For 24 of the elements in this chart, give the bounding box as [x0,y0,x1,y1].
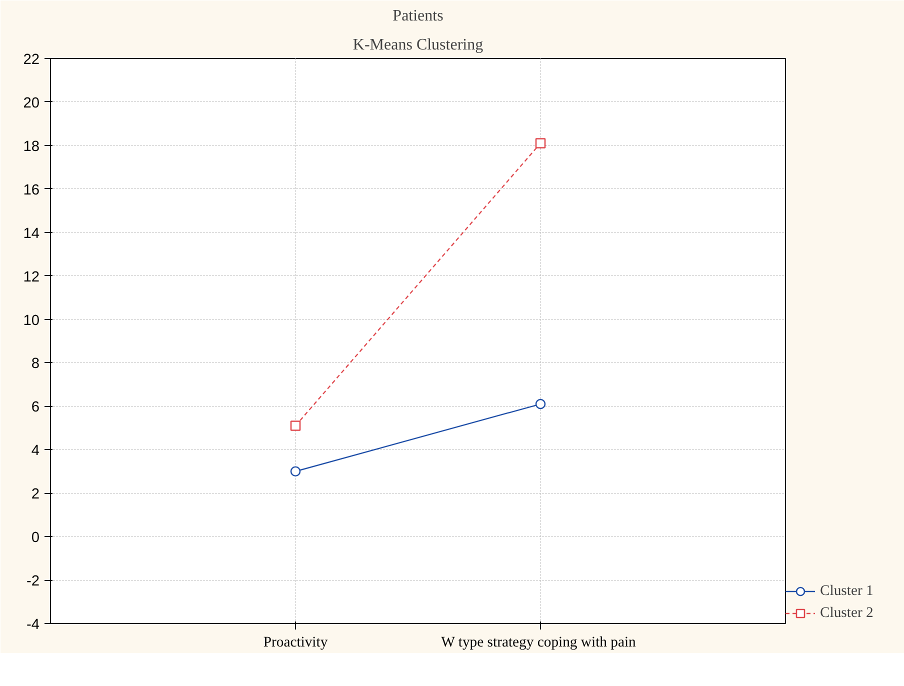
chart-subtitle: K-Means Clustering [352,36,484,54]
y-tick-label: 22 [23,52,40,68]
y-tick-label: 20 [23,95,40,112]
legend-label: Cluster 2 [820,604,874,622]
y-tick-label: 2 [31,486,40,503]
point [535,398,546,410]
y-tick-label: 0 [31,530,40,546]
y-tick-label: 4 [31,443,40,460]
point [535,138,546,148]
x-tick-label: Proactivity [263,634,328,650]
y-tick-label: 12 [23,269,40,286]
chart-title: Patients [392,8,444,24]
y-tick-label: -4 [26,617,40,633]
y-tick-label: 8 [31,356,40,372]
point [290,420,301,431]
legend-label: Cluster 1 [820,582,874,600]
y-tick-label: 16 [23,182,40,198]
y-tick-label: 18 [23,138,40,155]
y-tick-label: -2 [26,574,40,590]
y-tick-label: 6 [31,400,40,416]
point [290,466,301,477]
y-tick-label: 10 [23,312,40,329]
y-tick-label: 14 [23,226,40,242]
x-tick-label: W type strategy coping with pain [441,634,637,650]
